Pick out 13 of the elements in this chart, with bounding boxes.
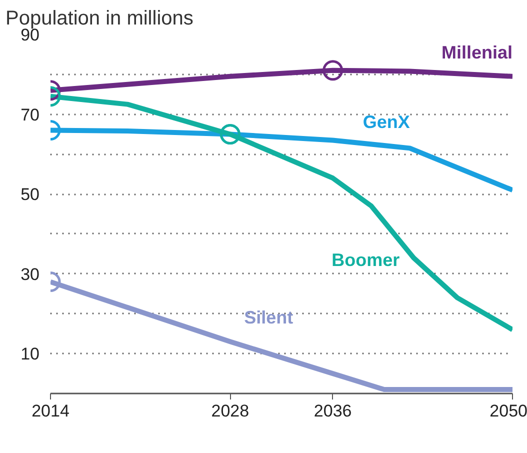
y-tick-label: 50 (20, 185, 40, 204)
x-tick-label: 2014 (32, 402, 70, 420)
y-tick-label: 10 (20, 344, 40, 364)
series-label: Boomer (332, 250, 400, 270)
x-tick-label: 2050 (490, 402, 527, 420)
y-tick-label: 70 (20, 105, 40, 124)
y-tick-label: 30 (20, 264, 40, 284)
chart-title: Population in millions (6, 8, 194, 30)
series-label: Millenial (441, 42, 512, 62)
x-tick-label: 2028 (211, 402, 250, 420)
series-label: GenX (362, 112, 410, 132)
series-label: Silent (244, 308, 294, 328)
x-tick-label: 2036 (314, 402, 352, 420)
